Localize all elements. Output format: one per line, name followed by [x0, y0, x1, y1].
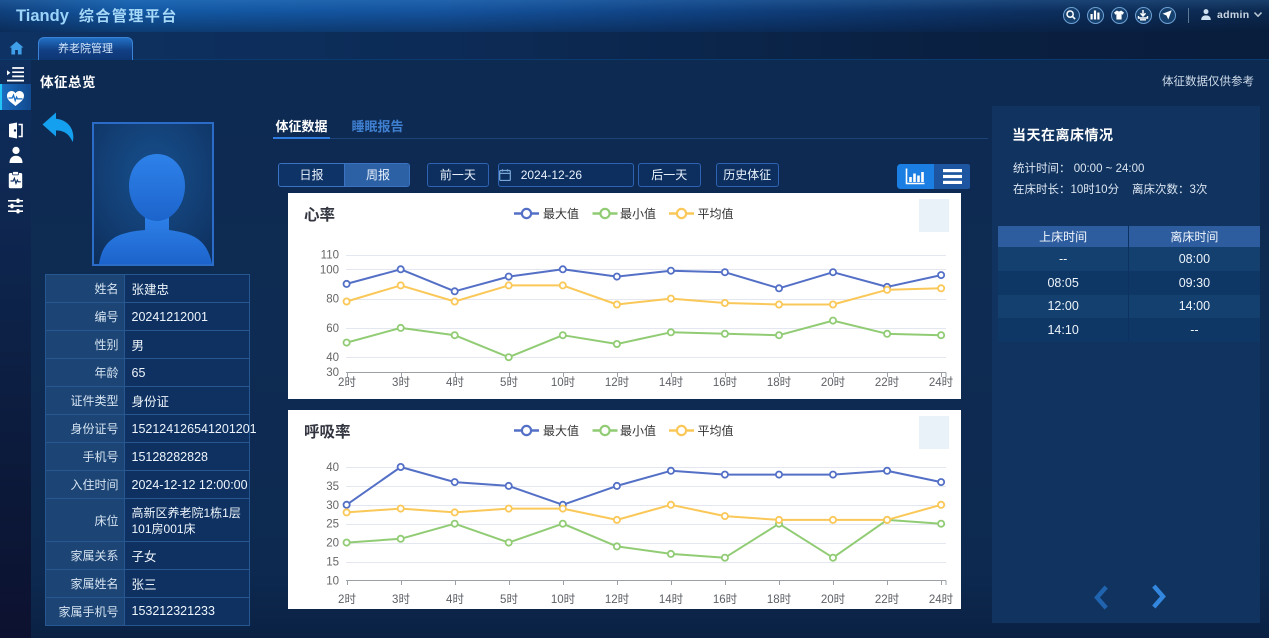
svg-text:3时: 3时	[392, 591, 410, 607]
svg-text:20: 20	[326, 538, 339, 550]
svg-text:20时: 20时	[821, 374, 846, 390]
svg-text:12时: 12时	[605, 374, 630, 390]
svg-text:30: 30	[326, 500, 339, 512]
svg-text:16时: 16时	[713, 374, 738, 390]
svg-text:14时: 14时	[659, 374, 684, 390]
svg-text:25: 25	[326, 519, 339, 531]
svg-text:35: 35	[326, 481, 339, 493]
svg-text:12时: 12时	[605, 591, 630, 607]
svg-text:40: 40	[326, 462, 339, 474]
svg-text:22时: 22时	[875, 374, 900, 390]
svg-text:平均值: 平均值	[698, 422, 734, 439]
svg-text:4时: 4时	[446, 591, 464, 607]
svg-text:16时: 16时	[713, 591, 738, 607]
svg-text:10: 10	[326, 575, 339, 587]
svg-text:4时: 4时	[446, 374, 464, 390]
svg-text:呼吸率: 呼吸率	[304, 420, 351, 442]
svg-text:24时: 24时	[929, 374, 954, 390]
svg-text:3时: 3时	[392, 374, 410, 390]
svg-text:2时: 2时	[338, 374, 356, 390]
svg-text:100: 100	[320, 264, 339, 276]
svg-text:5时: 5时	[500, 591, 518, 607]
svg-text:2时: 2时	[338, 591, 356, 607]
svg-text:心率: 心率	[304, 203, 335, 225]
svg-text:20时: 20时	[821, 591, 846, 607]
svg-text:30: 30	[326, 367, 339, 379]
svg-text:5时: 5时	[500, 374, 518, 390]
svg-text:10时: 10时	[551, 374, 576, 390]
svg-text:10时: 10时	[551, 591, 576, 607]
svg-text:最小值: 最小值	[620, 422, 656, 439]
svg-text:15: 15	[326, 557, 339, 569]
svg-text:最大值: 最大值	[543, 422, 579, 439]
svg-text:18时: 18时	[767, 591, 792, 607]
svg-text:平均值: 平均值	[698, 205, 734, 222]
svg-text:18时: 18时	[767, 374, 792, 390]
svg-text:40: 40	[326, 352, 339, 364]
svg-text:最小值: 最小值	[620, 205, 656, 222]
svg-text:60: 60	[326, 323, 339, 335]
svg-text:最大值: 最大值	[543, 205, 579, 222]
svg-text:14时: 14时	[659, 591, 684, 607]
svg-text:80: 80	[326, 294, 339, 306]
svg-text:24时: 24时	[929, 591, 954, 607]
svg-text:110: 110	[321, 250, 339, 262]
svg-text:22时: 22时	[875, 591, 900, 607]
